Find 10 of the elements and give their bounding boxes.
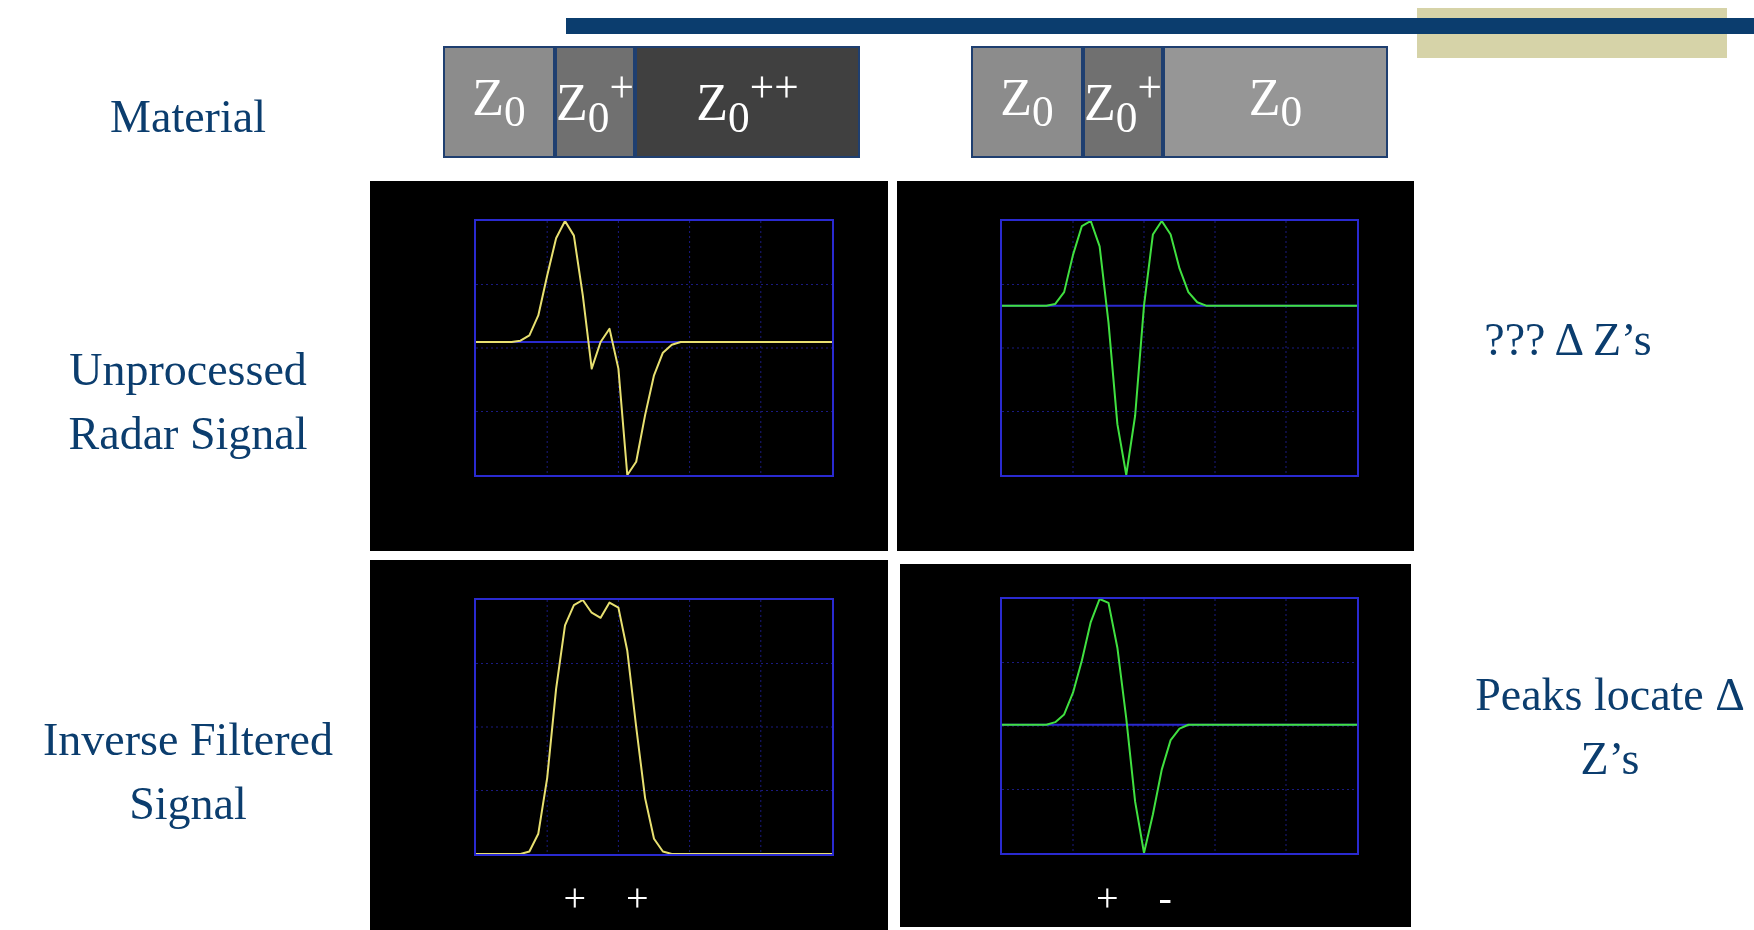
category-label: Z$_{0}$ <box>1000 67 1054 137</box>
text: ??? Δ Z’s <box>1483 313 1653 367</box>
category-label: Z$_{0}$ <box>472 67 526 137</box>
text: + - <box>1095 874 1173 922</box>
category-label: Z$_{0}$ <box>1248 67 1303 137</box>
text: Peaks locate Δ Z’s <box>1474 668 1746 786</box>
text: Material <box>109 90 267 143</box>
y-axis-title: Inverse Filtered Signal <box>42 713 334 831</box>
y-axis-title: Unprocessed Radar Signal <box>67 343 309 461</box>
text: + + <box>562 874 650 922</box>
